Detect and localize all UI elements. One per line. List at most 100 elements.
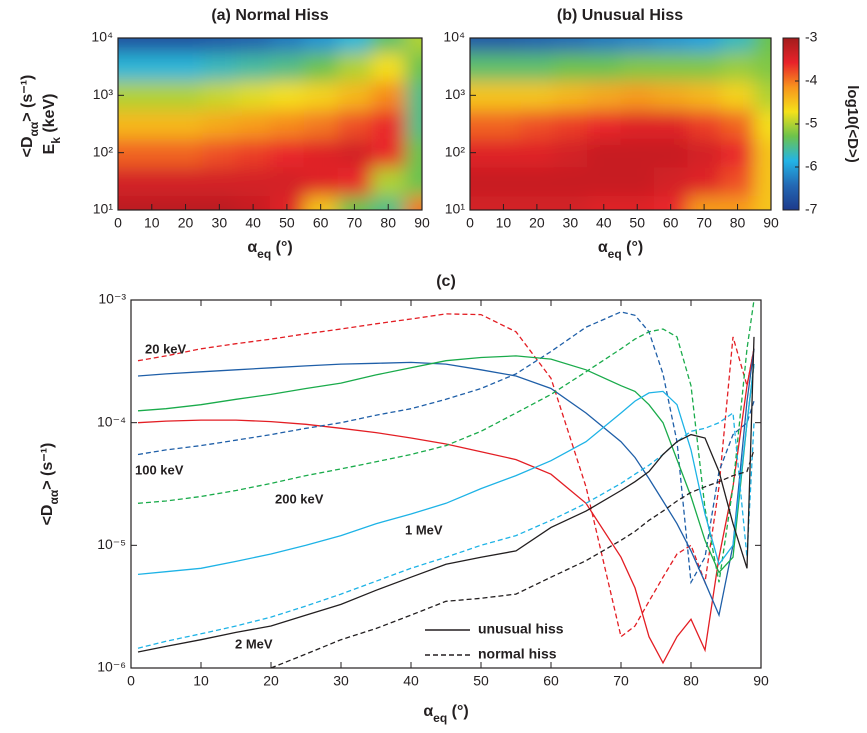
heat-cell	[653, 81, 688, 111]
series-line	[137, 411, 755, 649]
series-line	[137, 300, 755, 583]
x-tick-label: 0	[466, 215, 474, 231]
heat-cell	[520, 167, 555, 197]
heat-cell	[587, 167, 621, 197]
heat-cell	[587, 138, 621, 168]
heat-cell	[371, 81, 406, 111]
heat-cell	[337, 109, 372, 139]
heat-cell	[405, 52, 422, 82]
heat-cell	[470, 109, 488, 139]
heat-cell	[202, 52, 237, 82]
heat-cell	[134, 138, 170, 168]
y-axis-label-part: > (s⁻¹)	[39, 443, 56, 490]
x-tick-label: 20	[178, 215, 194, 231]
heat-cell	[687, 167, 722, 197]
y-axis-label-outer-part: <D	[19, 136, 36, 157]
plot-frame	[130, 299, 762, 669]
heat-cell	[720, 81, 755, 111]
heat-cell	[470, 138, 488, 168]
heat-cell	[134, 52, 170, 82]
colorbar-tick-label: -4	[805, 72, 818, 88]
heat-cell	[168, 38, 203, 53]
heat-cell	[520, 38, 555, 53]
heat-cell	[653, 109, 688, 139]
heat-cell	[687, 138, 722, 168]
heatmap	[470, 38, 771, 210]
x-axis-label: αeq (°)	[423, 703, 468, 725]
x-tick-label: 10	[496, 215, 512, 231]
chart-title: (a) Normal Hiss	[211, 7, 328, 24]
heat-cell	[587, 38, 621, 53]
y-tick-label: 10³	[445, 86, 466, 102]
heat-cell	[236, 195, 271, 210]
y-tick-label: 10⁴	[443, 29, 465, 45]
x-tick-label: 80	[380, 215, 396, 231]
y-tick-label: 10⁻⁵	[97, 536, 126, 552]
x-tick-label: 50	[473, 673, 489, 689]
series-line	[137, 348, 755, 665]
x-tick-label: 0	[127, 673, 135, 689]
series-label: 100 keV	[135, 462, 184, 477]
chart-title: (b) Unusual Hiss	[557, 7, 683, 24]
heat-cell	[303, 167, 339, 197]
heat-cell	[337, 195, 372, 210]
y-axis-label-outer-part: αα	[27, 121, 41, 136]
series-line	[137, 311, 755, 585]
heat-cell	[303, 109, 339, 139]
x-tick-label: 10	[144, 215, 160, 231]
heat-cell	[337, 81, 372, 111]
heatmap-cells	[470, 38, 771, 210]
y-axis-label-part: (keV)	[41, 94, 58, 138]
heat-cell	[118, 81, 136, 111]
heat-cell	[236, 38, 271, 53]
x-tick-label: 60	[543, 673, 559, 689]
heat-cell	[337, 52, 372, 82]
heat-cell	[720, 167, 755, 197]
heat-cell	[486, 138, 521, 168]
heat-cell	[520, 195, 555, 210]
heat-cell	[620, 195, 655, 210]
heat-cell	[303, 52, 339, 82]
heat-cell	[270, 138, 305, 168]
x-tick-label: 90	[414, 215, 430, 231]
heat-cell	[653, 38, 688, 53]
series-line	[270, 449, 755, 668]
heat-cell	[720, 52, 755, 82]
x-axis-label: αeq (°)	[247, 239, 292, 261]
heatmap-cells	[118, 38, 422, 210]
x-tick-label: 70	[613, 673, 629, 689]
heat-cell	[470, 167, 488, 197]
x-tick-label: 70	[347, 215, 363, 231]
heat-cell	[371, 109, 406, 139]
legend-label: unusual hiss	[478, 621, 564, 637]
heat-cell	[118, 167, 136, 197]
heat-cell	[687, 195, 722, 210]
plot-frame	[469, 37, 772, 211]
x-axis-label-part: eq	[433, 711, 447, 725]
series-label: 1 MeV	[405, 522, 443, 537]
x-tick-label: 30	[212, 215, 228, 231]
heat-cell	[270, 38, 305, 53]
heat-cell	[620, 81, 655, 111]
heat-cell	[486, 52, 521, 82]
heat-cell	[202, 81, 237, 111]
heat-cell	[202, 38, 237, 53]
heat-cell	[720, 109, 755, 139]
heat-cell	[118, 38, 136, 53]
heat-cell	[118, 52, 136, 82]
y-tick-label: 10³	[93, 86, 114, 102]
x-tick-label: 90	[753, 673, 769, 689]
y-axis-label-part: k	[49, 137, 63, 144]
x-tick-label: 80	[683, 673, 699, 689]
y-axis-label: Ek (keV)	[41, 94, 63, 155]
x-axis-label-part: (°)	[271, 239, 293, 256]
heat-cell	[470, 81, 488, 111]
heat-cell	[303, 138, 339, 168]
heat-cell	[754, 138, 771, 168]
heat-cell	[553, 52, 588, 82]
heat-cell	[337, 167, 372, 197]
x-axis-label-part: α	[247, 239, 257, 256]
heat-cell	[754, 81, 771, 111]
heat-cell	[653, 52, 688, 82]
